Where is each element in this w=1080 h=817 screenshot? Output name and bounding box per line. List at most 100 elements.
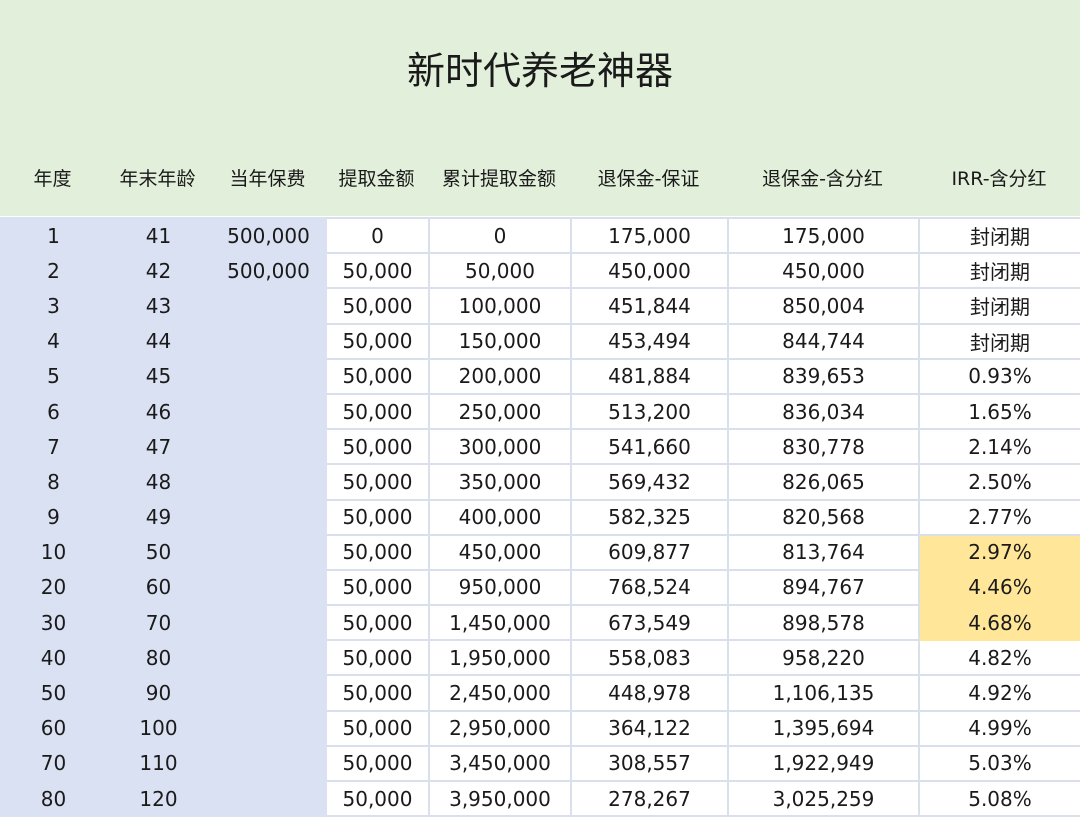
cell-withdrawal: 50,000 bbox=[325, 533, 430, 571]
cell-irr: 5.08% bbox=[918, 779, 1080, 817]
cell-premium bbox=[210, 322, 327, 360]
cell-age: 50 bbox=[105, 533, 212, 571]
col-header-age: 年末年龄 bbox=[119, 168, 196, 190]
table-row: 10 50 50,000 450,000 609,877 813,764 2.97% bbox=[0, 533, 1080, 571]
cell-withdrawal: 50,000 bbox=[325, 463, 430, 501]
cell-age: 120 bbox=[105, 779, 212, 817]
cell-withdrawal: 50,000 bbox=[325, 287, 430, 325]
cell-premium bbox=[210, 674, 327, 712]
cell-year: 8 bbox=[0, 463, 107, 501]
cell-withdrawal: 50,000 bbox=[325, 428, 430, 466]
cell-year: 60 bbox=[0, 709, 107, 747]
cell-surrender-dividend: 836,034 bbox=[727, 392, 920, 431]
cell-cumulative-withdrawal: 2,950,000 bbox=[428, 709, 572, 747]
cell-year: 4 bbox=[0, 322, 107, 360]
cell-age: 60 bbox=[105, 568, 212, 607]
table-row: 8 48 50,000 350,000 569,432 826,065 2.50% bbox=[0, 463, 1080, 501]
cell-irr: 封闭期 bbox=[918, 287, 1080, 325]
table-row: 1 41 500,000 0 0 175,000 175,000 封闭期 bbox=[0, 216, 1080, 255]
cell-cumulative-withdrawal: 250,000 bbox=[428, 392, 572, 431]
col-header-irr: IRR-含分红 bbox=[951, 168, 1047, 190]
table-row: 80 120 50,000 3,950,000 278,267 3,025,259 5.08… bbox=[0, 779, 1080, 817]
cell-withdrawal: 50,000 bbox=[325, 779, 430, 817]
cell-surrender-dividend: 813,764 bbox=[727, 533, 920, 571]
cell-surrender-guaranteed: 768,524 bbox=[570, 568, 729, 607]
cell-surrender-dividend: 830,778 bbox=[727, 428, 920, 466]
cell-premium bbox=[210, 744, 327, 783]
cell-cumulative-withdrawal: 3,950,000 bbox=[428, 779, 572, 817]
cell-irr: 1.65% bbox=[918, 392, 1080, 431]
cell-irr: 5.03% bbox=[918, 744, 1080, 783]
cell-surrender-guaranteed: 541,660 bbox=[570, 428, 729, 466]
table-row: 40 80 50,000 1,950,000 558,083 958,220 4.82% bbox=[0, 639, 1080, 677]
cell-cumulative-withdrawal: 200,000 bbox=[428, 357, 572, 395]
cell-surrender-dividend: 175,000 bbox=[727, 216, 920, 255]
cell-surrender-guaranteed: 582,325 bbox=[570, 498, 729, 536]
cell-surrender-guaranteed: 453,494 bbox=[570, 322, 729, 360]
cell-premium bbox=[210, 463, 327, 501]
table-row: 4 44 50,000 150,000 453,494 844,744 封闭期 bbox=[0, 322, 1080, 360]
cell-surrender-dividend: 894,767 bbox=[727, 568, 920, 607]
cell-premium bbox=[210, 287, 327, 325]
cell-age: 45 bbox=[105, 357, 212, 395]
cell-cumulative-withdrawal: 350,000 bbox=[428, 463, 572, 501]
col-header-withdrawal: 提取金额 bbox=[338, 168, 415, 190]
cell-irr: 2.50% bbox=[918, 463, 1080, 501]
cell-cumulative-withdrawal: 1,950,000 bbox=[428, 639, 572, 677]
cell-surrender-guaranteed: 451,844 bbox=[570, 287, 729, 325]
cell-withdrawal: 50,000 bbox=[325, 709, 430, 747]
cell-age: 70 bbox=[105, 604, 212, 642]
cell-premium bbox=[210, 357, 327, 395]
cell-premium bbox=[210, 709, 327, 747]
cell-surrender-guaranteed: 481,884 bbox=[570, 357, 729, 395]
cell-surrender-guaranteed: 450,000 bbox=[570, 252, 729, 290]
table-row: 7 47 50,000 300,000 541,660 830,778 2.14% bbox=[0, 428, 1080, 466]
cell-withdrawal: 50,000 bbox=[325, 322, 430, 360]
cell-cumulative-withdrawal: 3,450,000 bbox=[428, 744, 572, 783]
cell-premium bbox=[210, 428, 327, 466]
cell-year: 9 bbox=[0, 498, 107, 536]
cell-withdrawal: 50,000 bbox=[325, 639, 430, 677]
cell-withdrawal: 50,000 bbox=[325, 744, 430, 783]
cell-premium bbox=[210, 604, 327, 642]
cell-year: 30 bbox=[0, 604, 107, 642]
cell-year: 50 bbox=[0, 674, 107, 712]
table-row: 50 90 50,000 2,450,000 448,978 1,106,135 4.92% bbox=[0, 674, 1080, 712]
col-header-year: 年度 bbox=[33, 168, 72, 190]
table-row: 5 45 50,000 200,000 481,884 839,653 0.93% bbox=[0, 357, 1080, 395]
table-row: 6 46 50,000 250,000 513,200 836,034 1.65% bbox=[0, 392, 1080, 431]
header-band: 新时代养老神器 年度 年末年龄 当年保费 提取金额 累计提取金额 退保金-保证 … bbox=[0, 0, 1080, 216]
cell-surrender-dividend: 958,220 bbox=[727, 639, 920, 677]
page-title: 新时代养老神器 bbox=[406, 49, 673, 93]
cell-year: 6 bbox=[0, 392, 107, 431]
cell-year: 80 bbox=[0, 779, 107, 817]
cell-withdrawal: 50,000 bbox=[325, 357, 430, 395]
cell-age: 110 bbox=[105, 744, 212, 783]
cell-cumulative-withdrawal: 1,450,000 bbox=[428, 604, 572, 642]
cell-surrender-guaranteed: 448,978 bbox=[570, 674, 729, 712]
cell-cumulative-withdrawal: 0 bbox=[428, 216, 572, 255]
cell-age: 48 bbox=[105, 463, 212, 501]
cell-irr: 4.68% bbox=[918, 604, 1080, 642]
cell-age: 46 bbox=[105, 392, 212, 431]
cell-cumulative-withdrawal: 300,000 bbox=[428, 428, 572, 466]
cell-surrender-guaranteed: 558,083 bbox=[570, 639, 729, 677]
cell-surrender-guaranteed: 278,267 bbox=[570, 779, 729, 817]
cell-cumulative-withdrawal: 2,450,000 bbox=[428, 674, 572, 712]
cell-irr: 2.97% bbox=[918, 533, 1080, 571]
cell-surrender-guaranteed: 569,432 bbox=[570, 463, 729, 501]
cell-premium bbox=[210, 392, 327, 431]
cell-year: 1 bbox=[0, 216, 107, 255]
cell-year: 10 bbox=[0, 533, 107, 571]
cell-year: 7 bbox=[0, 428, 107, 466]
cell-age: 42 bbox=[105, 252, 212, 290]
cell-age: 49 bbox=[105, 498, 212, 536]
col-header-surrender-guaranteed: 退保金-保证 bbox=[597, 168, 700, 190]
cell-surrender-guaranteed: 673,549 bbox=[570, 604, 729, 642]
cell-withdrawal: 50,000 bbox=[325, 498, 430, 536]
cell-age: 80 bbox=[105, 639, 212, 677]
table-row: 60 100 50,000 2,950,000 364,122 1,395,694 4.99… bbox=[0, 709, 1080, 747]
cell-year: 2 bbox=[0, 252, 107, 290]
cell-surrender-dividend: 850,004 bbox=[727, 287, 920, 325]
cell-premium bbox=[210, 639, 327, 677]
